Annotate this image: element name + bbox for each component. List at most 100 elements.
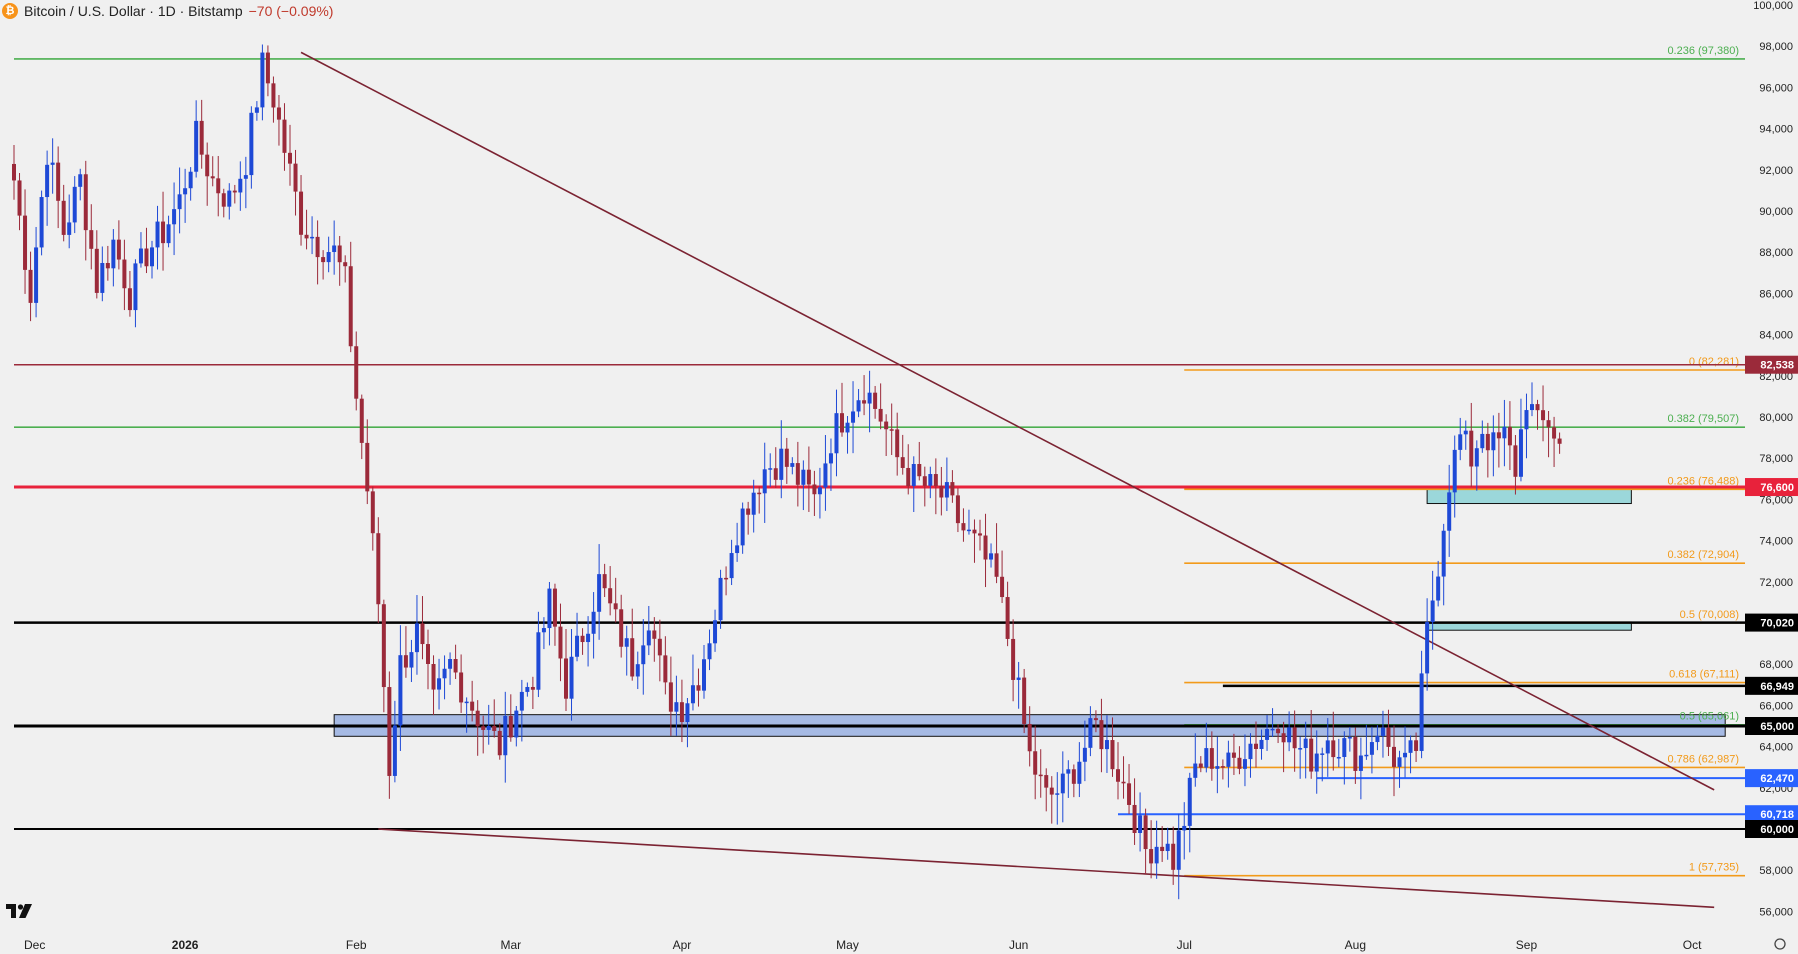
candle[interactable] bbox=[1265, 714, 1270, 751]
candle[interactable] bbox=[1303, 721, 1308, 779]
candle[interactable] bbox=[161, 191, 166, 271]
candle[interactable] bbox=[1270, 708, 1275, 738]
candle[interactable] bbox=[497, 723, 502, 760]
candle[interactable] bbox=[1220, 759, 1225, 780]
candle[interactable] bbox=[768, 453, 773, 487]
candle[interactable] bbox=[1336, 738, 1341, 768]
candle[interactable] bbox=[884, 414, 889, 457]
candle[interactable] bbox=[50, 138, 55, 194]
candle[interactable] bbox=[1171, 826, 1176, 885]
candle[interactable] bbox=[78, 168, 83, 201]
candle[interactable] bbox=[690, 654, 695, 711]
candle[interactable] bbox=[641, 619, 646, 695]
candle[interactable] bbox=[227, 183, 232, 220]
candle[interactable] bbox=[1287, 711, 1292, 752]
candle[interactable] bbox=[955, 488, 960, 533]
candle[interactable] bbox=[1044, 768, 1049, 812]
candle[interactable] bbox=[961, 508, 966, 542]
candle[interactable] bbox=[398, 625, 403, 751]
candle[interactable] bbox=[718, 569, 723, 629]
candle[interactable] bbox=[1038, 749, 1043, 798]
candle[interactable] bbox=[773, 447, 778, 488]
candle[interactable] bbox=[591, 592, 596, 659]
candle[interactable] bbox=[1060, 751, 1065, 823]
candle[interactable] bbox=[337, 235, 342, 286]
candle[interactable] bbox=[933, 458, 938, 515]
candle[interactable] bbox=[1397, 750, 1402, 788]
candle[interactable] bbox=[83, 160, 88, 261]
candle[interactable] bbox=[1474, 440, 1479, 491]
candle[interactable] bbox=[1000, 550, 1005, 604]
candle[interactable] bbox=[304, 209, 309, 250]
candle[interactable] bbox=[1292, 710, 1297, 772]
candle[interactable] bbox=[795, 441, 800, 507]
candle[interactable] bbox=[856, 389, 861, 418]
candle[interactable] bbox=[1436, 560, 1441, 607]
candle[interactable] bbox=[1082, 720, 1087, 782]
candle[interactable] bbox=[299, 175, 304, 246]
candle[interactable] bbox=[431, 655, 436, 716]
candle[interactable] bbox=[624, 625, 629, 676]
candle[interactable] bbox=[652, 617, 657, 662]
candle[interactable] bbox=[12, 144, 16, 200]
candle[interactable] bbox=[310, 216, 315, 255]
candle[interactable] bbox=[1077, 742, 1082, 798]
candle[interactable] bbox=[1033, 725, 1038, 800]
candle[interactable] bbox=[1215, 736, 1220, 794]
candle[interactable] bbox=[348, 241, 353, 353]
candle[interactable] bbox=[503, 691, 508, 783]
candle[interactable] bbox=[989, 543, 994, 568]
candle[interactable] bbox=[365, 419, 370, 505]
candle[interactable] bbox=[210, 156, 215, 187]
candle[interactable] bbox=[17, 173, 22, 231]
candle[interactable] bbox=[580, 628, 585, 655]
candle[interactable] bbox=[464, 697, 469, 733]
candle[interactable] bbox=[67, 194, 72, 249]
candle[interactable] bbox=[1022, 668, 1027, 734]
candle[interactable] bbox=[536, 611, 541, 698]
candle[interactable] bbox=[1254, 721, 1258, 768]
candle[interactable] bbox=[56, 146, 61, 229]
candle[interactable] bbox=[635, 651, 640, 690]
candle[interactable] bbox=[321, 250, 326, 280]
candle[interactable] bbox=[1182, 802, 1187, 860]
candle[interactable] bbox=[1403, 726, 1408, 778]
candle[interactable] bbox=[150, 240, 154, 279]
candle[interactable] bbox=[1226, 740, 1231, 788]
candle[interactable] bbox=[100, 246, 105, 302]
candle[interactable] bbox=[1149, 820, 1154, 879]
candle[interactable] bbox=[862, 375, 867, 416]
candle[interactable] bbox=[216, 155, 221, 217]
candle[interactable] bbox=[1485, 422, 1490, 478]
candle[interactable] bbox=[188, 167, 193, 201]
candle[interactable] bbox=[613, 577, 618, 623]
candle[interactable] bbox=[812, 470, 817, 516]
candle[interactable] bbox=[917, 441, 922, 481]
candle[interactable] bbox=[834, 389, 839, 477]
candle[interactable] bbox=[138, 232, 143, 268]
candle[interactable] bbox=[183, 168, 188, 223]
candle[interactable] bbox=[155, 205, 160, 270]
candle[interactable] bbox=[1386, 709, 1391, 757]
candle[interactable] bbox=[288, 124, 292, 186]
candle[interactable] bbox=[1160, 826, 1165, 862]
candle[interactable] bbox=[746, 501, 751, 535]
candle[interactable] bbox=[199, 99, 204, 169]
candle[interactable] bbox=[1463, 420, 1468, 450]
candle[interactable] bbox=[205, 142, 210, 206]
candle[interactable] bbox=[1027, 706, 1032, 767]
candle[interactable] bbox=[702, 645, 706, 699]
candle[interactable] bbox=[409, 639, 414, 683]
candle[interactable] bbox=[23, 189, 28, 294]
candle[interactable] bbox=[172, 182, 177, 256]
candle[interactable] bbox=[1380, 710, 1385, 758]
candle[interactable] bbox=[34, 226, 39, 318]
candle[interactable] bbox=[541, 617, 546, 650]
candle[interactable] bbox=[569, 628, 574, 721]
candle[interactable] bbox=[414, 595, 419, 675]
candle[interactable] bbox=[1541, 385, 1546, 442]
candle[interactable] bbox=[116, 220, 121, 270]
time-axis[interactable] bbox=[0, 932, 1745, 954]
candle[interactable] bbox=[790, 457, 795, 475]
candle[interactable] bbox=[1347, 726, 1352, 752]
